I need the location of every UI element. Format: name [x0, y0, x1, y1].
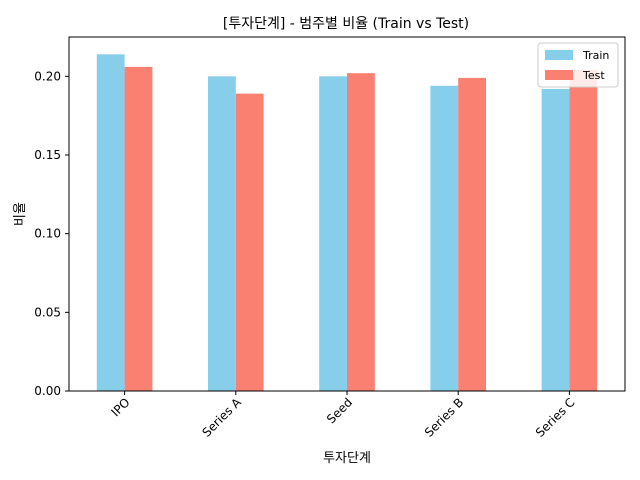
bar-train-seed	[319, 76, 347, 391]
legend-swatch-train	[545, 50, 573, 60]
y-tick-label: 0.00	[34, 384, 61, 398]
y-tick-label: 0.15	[34, 148, 61, 162]
x-tick-label: IPO	[109, 395, 133, 419]
legend-swatch-test	[545, 70, 573, 80]
legend-label-train: Train	[582, 49, 609, 62]
legend-label-test: Test	[582, 69, 605, 82]
x-axis: IPO Series A Seed Series B Series C	[109, 391, 578, 440]
y-tick-label: 0.10	[34, 227, 61, 241]
x-tick-label: Seed	[324, 395, 355, 426]
bar-train-ipo	[96, 54, 125, 391]
x-tick-label: Series C	[533, 395, 578, 440]
bar-test-ipo	[124, 66, 153, 391]
x-tick-label: Series B	[422, 395, 467, 440]
bar-test-series-a	[235, 93, 264, 391]
y-tick-label: 0.05	[34, 305, 61, 319]
plot-area	[68, 36, 626, 392]
y-tick-label: 0.20	[34, 69, 61, 83]
bar-test-series-c	[569, 70, 598, 391]
bar-train-series-a	[208, 76, 236, 391]
bar-test-seed	[347, 73, 375, 391]
x-tick-label: Series A	[199, 395, 244, 440]
bar-train-series-b	[430, 85, 459, 392]
bar-train-series-c	[541, 88, 570, 392]
y-axis: 0.00 0.05 0.10 0.15 0.20	[34, 69, 69, 398]
x-axis-label: 투자단계	[323, 451, 371, 466]
chart-title: [투자단계] - 범주별 비율 (Train vs Test)	[223, 16, 469, 32]
bar-test-series-b	[458, 77, 486, 391]
y-axis-label: 비율	[13, 202, 28, 226]
legend: Train Test	[537, 42, 619, 88]
